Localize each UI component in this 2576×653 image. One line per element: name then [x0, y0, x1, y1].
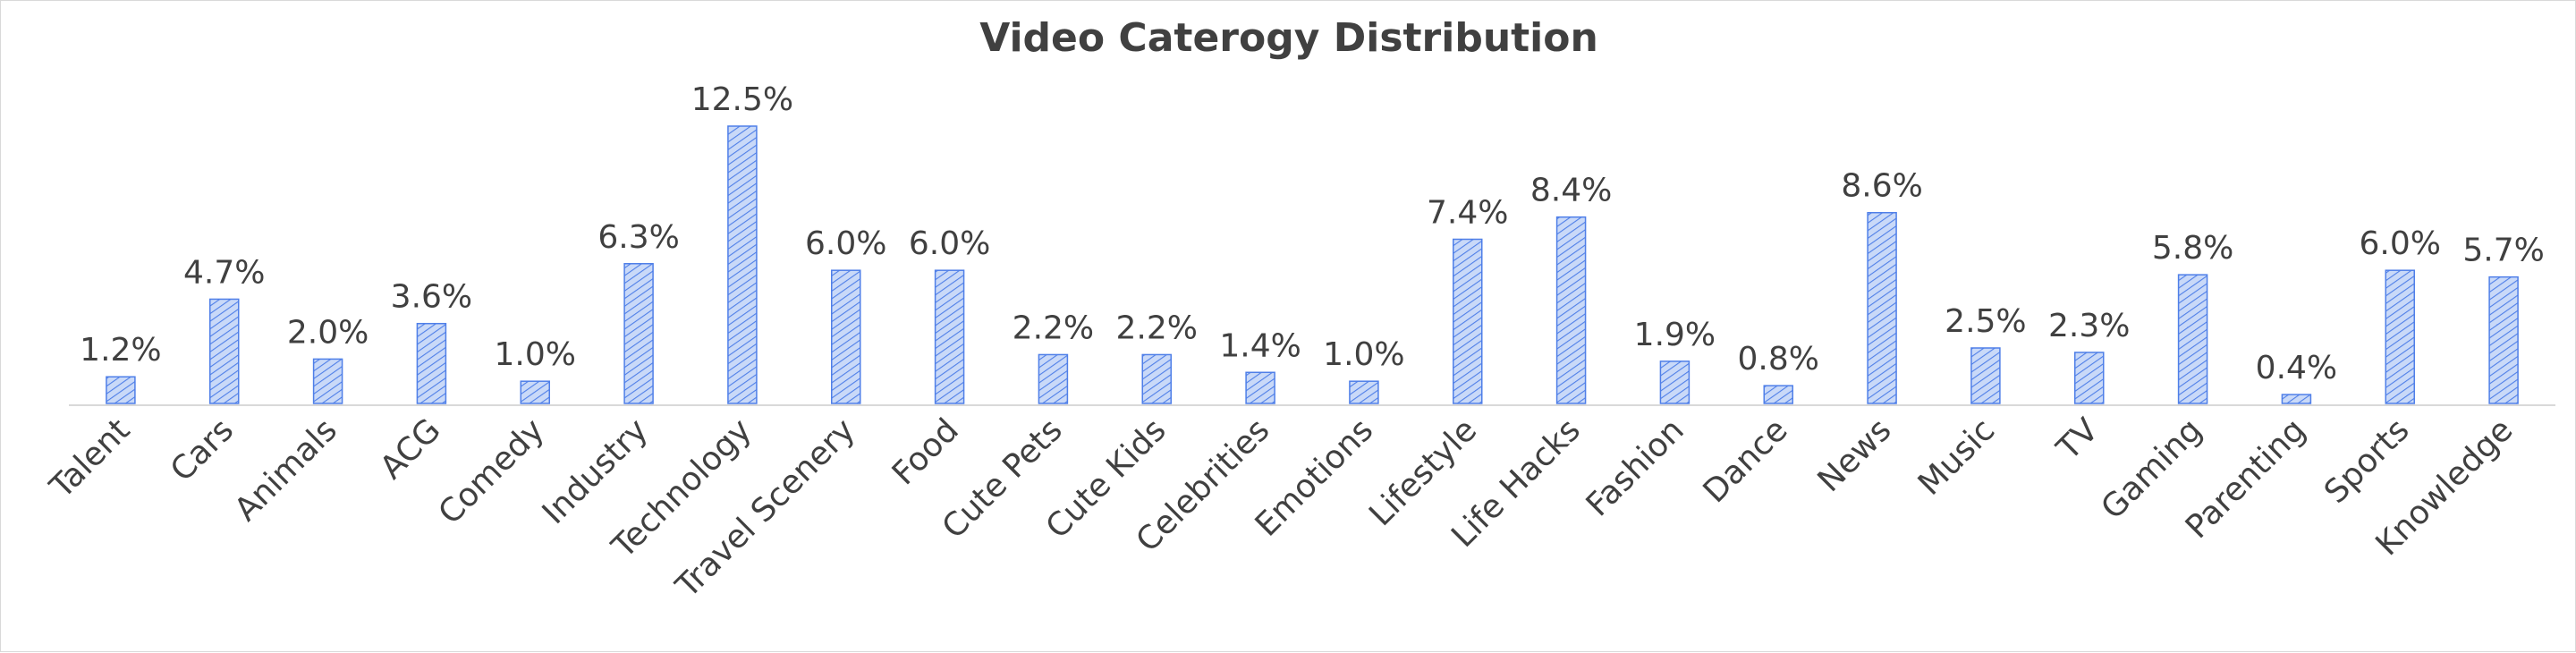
data-label-music: 2.5%: [1945, 303, 2026, 340]
x-tick-label-cars: Cars: [164, 411, 241, 488]
x-tick-label-tv: TV: [2049, 411, 2106, 468]
data-label-news: 8.6%: [1841, 168, 1922, 205]
data-label-acg: 3.6%: [391, 279, 472, 316]
bar-acg: [416, 322, 447, 404]
data-label-industry: 6.3%: [597, 219, 679, 256]
data-label-lifestyle: 7.4%: [1427, 194, 1508, 231]
data-label-animals: 2.0%: [287, 314, 369, 351]
x-tick-label-food: Food: [886, 411, 966, 492]
bar-comedy: [520, 380, 550, 404]
bar-sports: [2385, 269, 2415, 404]
bar-celebrities: [1245, 371, 1275, 404]
bar-news: [1867, 211, 1897, 404]
data-label-celebrities: 1.4%: [1219, 327, 1301, 364]
bar-animals: [312, 358, 343, 404]
bar-tv: [2074, 352, 2105, 404]
data-label-gaming: 5.8%: [2152, 230, 2233, 267]
data-label-cute-pets: 2.2%: [1013, 310, 1094, 346]
bar-emotions: [1349, 380, 1379, 404]
x-tick-label-comedy: Comedy: [432, 411, 552, 531]
data-label-travel-scenery: 6.0%: [805, 225, 886, 262]
bar-gaming: [2177, 274, 2208, 404]
x-tick-label-travel-scenery: Travel Scenery: [669, 411, 863, 606]
bar-dance: [1763, 385, 1793, 404]
bar-cars: [209, 298, 240, 404]
data-label-comedy: 1.0%: [495, 336, 576, 373]
x-tick-label-fashion: Fashion: [1580, 411, 1691, 523]
data-label-cars: 4.7%: [183, 254, 265, 291]
data-label-food: 6.0%: [909, 225, 990, 262]
bar-food: [934, 269, 965, 404]
data-label-tv: 2.3%: [2048, 308, 2130, 344]
data-label-emotions: 1.0%: [1323, 336, 1404, 373]
data-label-cute-kids: 2.2%: [1116, 310, 1198, 346]
data-label-technology: 12.5%: [691, 81, 793, 118]
bar-fashion: [1659, 360, 1690, 404]
x-tick-label-talent: Talent: [43, 411, 137, 505]
x-tick-label-dance: Dance: [1697, 411, 1795, 510]
bar-cute-pets: [1038, 353, 1069, 404]
x-tick-label-acg: ACG: [373, 411, 447, 486]
chart-title: Video Caterogy Distribution: [979, 15, 1598, 61]
bar-talent: [106, 376, 136, 404]
bar-travel-scenery: [831, 269, 861, 404]
bar-music: [1970, 347, 2001, 404]
data-label-talent: 1.2%: [80, 332, 161, 369]
data-label-fashion: 1.9%: [1634, 317, 1716, 353]
x-tick-label-news: News: [1811, 411, 1899, 499]
data-label-parenting: 0.4%: [2256, 350, 2337, 386]
data-label-sports: 6.0%: [2360, 225, 2441, 262]
data-label-knowledge: 5.7%: [2462, 233, 2544, 269]
data-labels-layer: 1.2% 4.7% 2.0% 3.6% 1.0% 6.3% 12.5% 6.0% 6.0% 2.2…: [80, 81, 2545, 386]
bars-layer: [106, 125, 2519, 404]
x-tick-label-sports: Sports: [2318, 411, 2417, 511]
bar-parenting: [2281, 394, 2312, 404]
data-label-dance: 0.8%: [1738, 341, 1819, 377]
bar-technology: [727, 125, 758, 404]
x-tick-label-music: Music: [1911, 411, 2002, 502]
x-tick-label-animals: Animals: [228, 411, 344, 528]
data-label-life-hacks: 8.4%: [1530, 173, 1612, 209]
bar-lifestyle: [1453, 238, 1483, 404]
bar-industry: [623, 263, 654, 404]
bar-knowledge: [2488, 276, 2519, 404]
bar-cute-kids: [1141, 353, 1172, 404]
bar-life-hacks: [1555, 216, 1587, 404]
